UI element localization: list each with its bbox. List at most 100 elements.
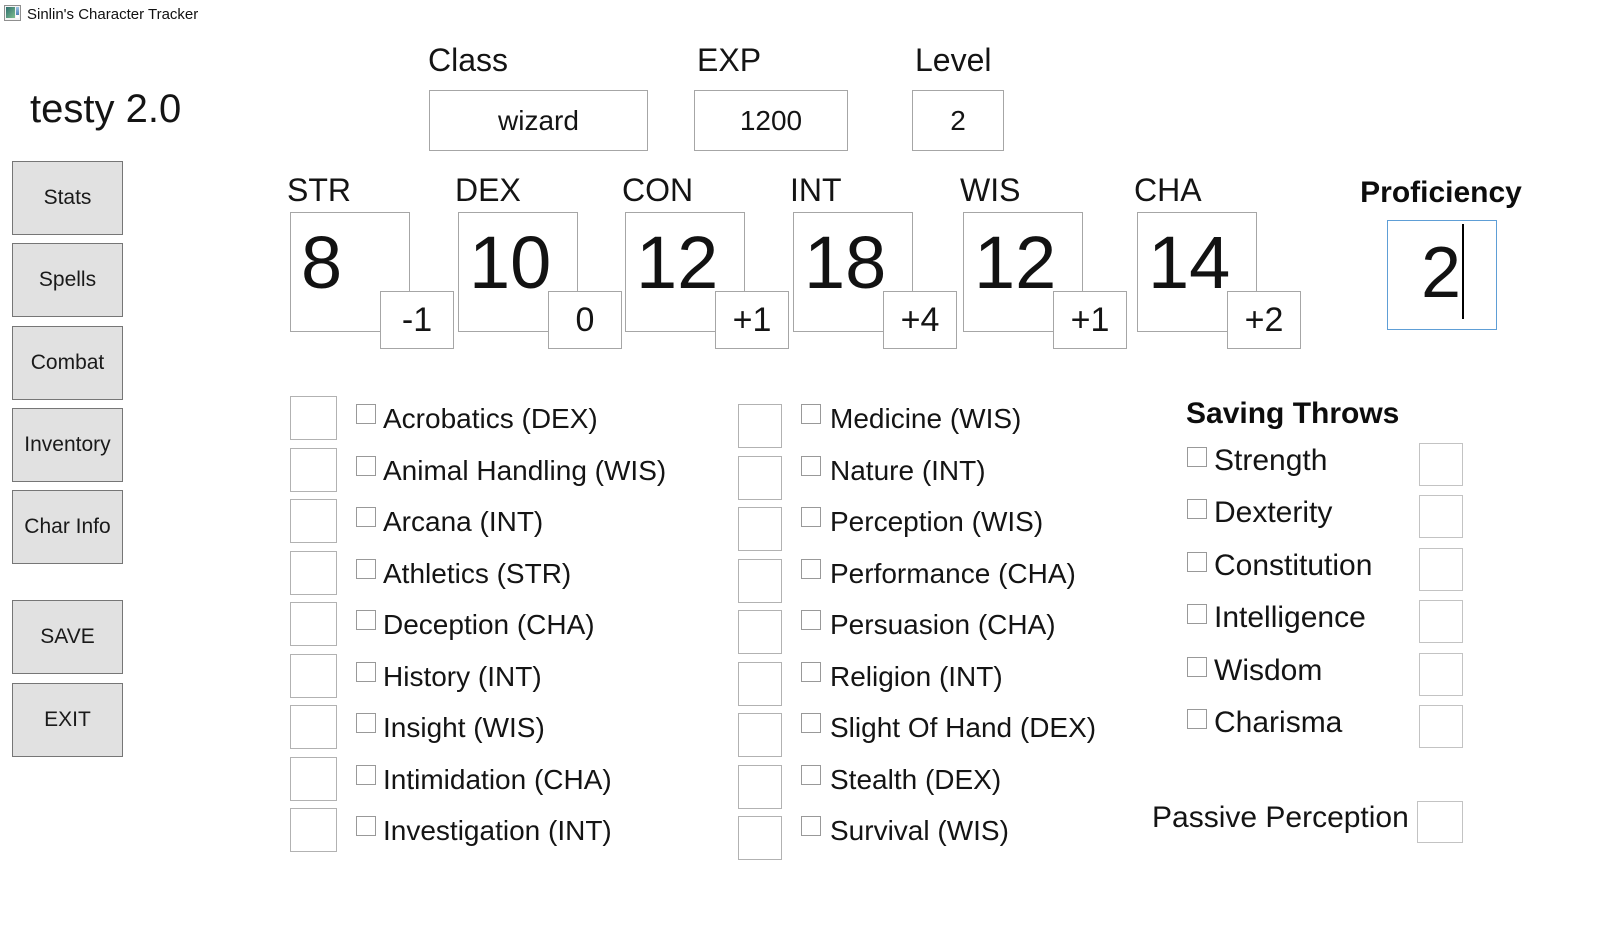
saving-throw-label-charisma: Charisma xyxy=(1214,706,1343,739)
sidebar-button-spells[interactable]: Spells xyxy=(12,243,123,317)
passive-perception-label: Passive Perception xyxy=(1152,801,1409,834)
skill-proficient-checkbox[interactable] xyxy=(801,558,821,579)
saving-throw-value-input[interactable] xyxy=(1419,495,1463,539)
ability-score-input[interactable]: 12 xyxy=(625,212,745,332)
proficiency-input[interactable]: 2 xyxy=(1387,220,1497,330)
skill-proficient-checkbox[interactable] xyxy=(801,713,821,733)
saving-throw-value-input[interactable] xyxy=(1419,600,1463,644)
saving-throw-value-input[interactable] xyxy=(1419,547,1463,591)
skill-label-animal-handling-wis: Animal Handling (WIS) xyxy=(383,454,667,486)
skill-proficient-checkbox[interactable] xyxy=(801,764,821,785)
skill-value-input[interactable] xyxy=(738,507,782,551)
saving-throw-label-dexterity: Dexterity xyxy=(1214,496,1333,530)
ability-modifier-input[interactable]: 0 xyxy=(548,291,622,349)
skill-value-input[interactable] xyxy=(738,610,782,654)
skill-label-deception-cha: Deception (CHA) xyxy=(383,609,595,640)
skill-label-survival-wis: Survival (WIS) xyxy=(830,815,1009,846)
skill-value-input[interactable] xyxy=(738,558,782,603)
ability-score-value: 10 xyxy=(469,221,552,304)
skill-proficient-checkbox[interactable] xyxy=(356,610,376,630)
saving-throw-value-input[interactable] xyxy=(1419,705,1463,748)
skill-proficient-checkbox[interactable] xyxy=(801,455,821,476)
passive-perception-input[interactable] xyxy=(1417,801,1463,843)
saving-throw-value-input[interactable] xyxy=(1419,652,1463,696)
skill-proficient-checkbox[interactable] xyxy=(356,455,376,476)
page-title: testy 2.0 xyxy=(30,87,182,131)
saving-throw-checkbox[interactable] xyxy=(1187,447,1207,467)
ability-score-value: 14 xyxy=(1148,221,1231,304)
skill-value-input[interactable] xyxy=(290,396,337,440)
saving-throw-checkbox[interactable] xyxy=(1187,709,1207,729)
saving-throw-label-wisdom: Wisdom xyxy=(1214,653,1323,687)
skill-proficient-checkbox[interactable] xyxy=(356,507,376,527)
skill-proficient-checkbox[interactable] xyxy=(356,661,376,682)
skill-label-medicine-wis: Medicine (WIS) xyxy=(830,403,1022,434)
sidebar-button-combat[interactable]: Combat xyxy=(12,326,123,400)
ability-modifier-input[interactable]: +2 xyxy=(1227,291,1301,349)
exp-input[interactable]: 1200 xyxy=(694,90,848,151)
skill-value-input[interactable] xyxy=(290,653,337,698)
skill-proficient-checkbox[interactable] xyxy=(801,507,821,527)
exit-button[interactable]: EXIT xyxy=(12,683,123,757)
skill-label-intimidation-cha: Intimidation (CHA) xyxy=(383,763,612,795)
save-button[interactable]: SAVE xyxy=(12,600,123,674)
ability-modifier-input[interactable]: +1 xyxy=(715,291,789,349)
ability-modifier-input[interactable]: +4 xyxy=(883,291,957,349)
skill-proficient-checkbox[interactable] xyxy=(801,610,821,630)
skill-proficient-checkbox[interactable] xyxy=(801,661,821,682)
saving-throws-title: Saving Throws xyxy=(1186,397,1400,430)
skill-label-insight-wis: Insight (WIS) xyxy=(383,712,545,743)
skill-value-input[interactable] xyxy=(738,404,782,448)
skill-value-input[interactable] xyxy=(290,705,337,749)
ability-group-con: CON 12 +1 xyxy=(622,170,792,355)
skill-proficient-checkbox[interactable] xyxy=(801,816,821,836)
ability-modifier-input[interactable]: -1 xyxy=(380,291,454,349)
ability-group-cha: CHA 14 +2 xyxy=(1134,170,1304,355)
skill-label-arcana-int: Arcana (INT) xyxy=(383,506,544,537)
ability-score-value: 12 xyxy=(974,221,1057,304)
ability-score-value: 12 xyxy=(636,221,719,304)
skill-value-input[interactable] xyxy=(738,816,782,860)
skill-value-input[interactable] xyxy=(290,447,337,492)
ability-label: CHA xyxy=(1134,172,1202,208)
skill-label-athletics-str: Athletics (STR) xyxy=(383,557,572,589)
class-label: Class xyxy=(428,42,509,78)
ability-group-str: STR 8 -1 xyxy=(287,170,457,355)
saving-throw-value-input[interactable] xyxy=(1419,443,1463,486)
ability-label: CON xyxy=(622,172,694,208)
skill-value-input[interactable] xyxy=(290,808,337,852)
saving-throw-checkbox[interactable] xyxy=(1187,604,1207,625)
skill-value-input[interactable] xyxy=(290,602,337,646)
skill-value-input[interactable] xyxy=(738,661,782,706)
sidebar-button-char-info[interactable]: Char Info xyxy=(12,490,123,564)
class-input[interactable]: wizard xyxy=(429,90,648,151)
sidebar-button-stats[interactable]: Stats xyxy=(12,161,123,235)
sidebar-button-inventory[interactable]: Inventory xyxy=(12,408,123,482)
skill-value-input[interactable] xyxy=(290,499,337,543)
skill-proficient-checkbox[interactable] xyxy=(356,816,376,836)
ability-label: DEX xyxy=(455,172,521,208)
ability-score-input[interactable]: 18 xyxy=(793,212,913,332)
ability-score-value: 18 xyxy=(804,221,887,304)
ability-label: INT xyxy=(790,172,842,208)
skill-value-input[interactable] xyxy=(290,550,337,595)
ability-group-dex: DEX 10 0 xyxy=(455,170,625,355)
saving-throw-checkbox[interactable] xyxy=(1187,499,1207,520)
ability-group-int: INT 18 +4 xyxy=(790,170,960,355)
skill-proficient-checkbox[interactable] xyxy=(356,713,376,733)
skill-proficient-checkbox[interactable] xyxy=(356,764,376,785)
saving-throw-checkbox[interactable] xyxy=(1187,551,1207,572)
level-input[interactable]: 2 xyxy=(912,90,1004,151)
ability-label: WIS xyxy=(960,172,1021,208)
skill-value-input[interactable] xyxy=(738,455,782,500)
saving-throw-checkbox[interactable] xyxy=(1187,656,1207,677)
skill-proficient-checkbox[interactable] xyxy=(356,558,376,579)
skill-label-persuasion-cha: Persuasion (CHA) xyxy=(830,609,1056,640)
skill-proficient-checkbox[interactable] xyxy=(801,404,821,424)
skill-value-input[interactable] xyxy=(738,764,782,809)
skill-value-input[interactable] xyxy=(738,713,782,757)
skill-value-input[interactable] xyxy=(290,756,337,801)
ability-modifier-input[interactable]: +1 xyxy=(1053,291,1127,349)
skill-proficient-checkbox[interactable] xyxy=(356,404,376,424)
